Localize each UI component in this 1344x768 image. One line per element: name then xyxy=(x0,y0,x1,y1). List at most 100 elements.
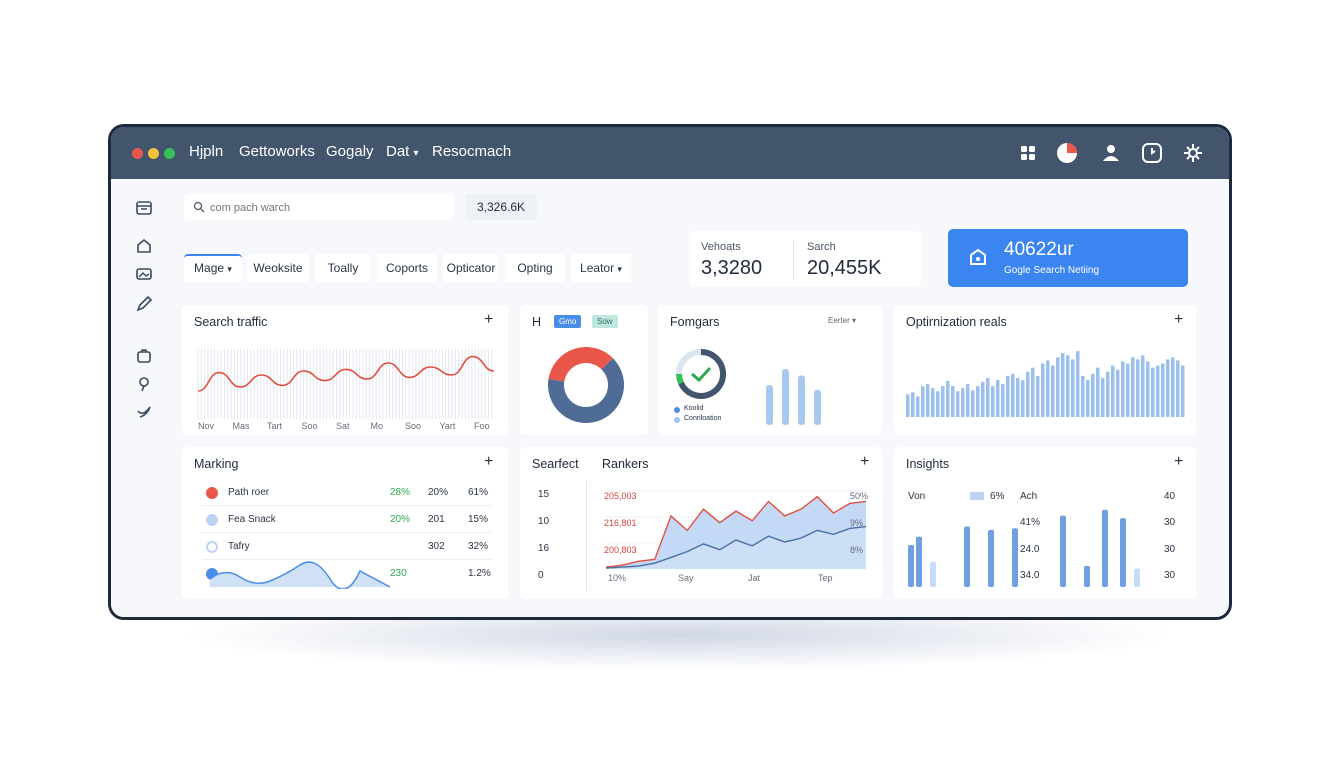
x-tick-label: Nov xyxy=(198,421,215,431)
tab-coports[interactable]: Coports xyxy=(377,254,437,282)
right-tick-label: 8% xyxy=(850,545,864,555)
image-icon[interactable] xyxy=(135,265,153,283)
highlight-value: 40622ur xyxy=(1004,239,1074,260)
optimization-bar xyxy=(1076,351,1080,417)
row-value-b: 201 xyxy=(428,514,445,525)
fomgars-bar xyxy=(798,375,805,425)
briefcase-icon[interactable] xyxy=(135,347,153,365)
insights-bar-chart xyxy=(908,509,1140,587)
tab-mage-label: Mage xyxy=(194,261,225,275)
donut-slice xyxy=(548,358,624,423)
searfect-rankers-card: Searfect Rankers + 15 10 16 0 10% Say Jat Tep 2… xyxy=(520,447,882,599)
optimization-bar xyxy=(996,379,1000,417)
optimization-bar xyxy=(951,386,955,417)
optimization-bar xyxy=(906,394,910,417)
highlight-card[interactable]: 40622ur Gogle Search Netiing xyxy=(948,229,1188,287)
add-icon[interactable]: + xyxy=(1174,311,1184,328)
searfect-value: 16 xyxy=(538,543,550,554)
tab-weoksite[interactable]: Weoksite xyxy=(247,254,309,282)
stat-value-vehoats: 3,3280 xyxy=(701,257,763,279)
minimize-window-dot[interactable] xyxy=(148,148,159,159)
close-window-dot[interactable] xyxy=(132,148,143,159)
x-tick-label: Soo xyxy=(405,421,422,431)
tab-leator[interactable]: Leator ▾ xyxy=(571,254,631,282)
optimization-bar xyxy=(1026,371,1030,417)
x-tick-label: Tep xyxy=(818,573,833,583)
chip-sow[interactable]: Sow xyxy=(592,315,618,328)
nav-dat[interactable]: Dat ▾ xyxy=(386,143,419,160)
row-value-c: 15% xyxy=(468,514,489,525)
apps-grid-icon[interactable] xyxy=(1016,141,1040,165)
column-divider xyxy=(586,481,587,591)
search-input[interactable] xyxy=(208,197,448,219)
card-title: Search traffic xyxy=(194,315,268,329)
card-title-searfect: Searfect xyxy=(532,457,579,471)
rankers-series-line xyxy=(606,495,866,568)
pie-chart-icon[interactable] xyxy=(1055,141,1079,165)
add-icon[interactable]: + xyxy=(484,311,494,328)
chip-gmo[interactable]: Gmo xyxy=(554,315,582,328)
row-status-dot xyxy=(206,514,218,526)
optimization-bar xyxy=(1066,355,1070,417)
stat-divider xyxy=(793,241,794,279)
insights-header-ach: Ach xyxy=(1020,491,1038,502)
search-traffic-line xyxy=(197,355,495,392)
tab-leator-label: Leator xyxy=(580,261,615,275)
nav-hjpln[interactable]: Hjpln xyxy=(189,143,224,160)
pen-icon[interactable] xyxy=(135,295,153,313)
bird-icon[interactable] xyxy=(135,403,153,421)
searfect-value: 0 xyxy=(538,570,544,581)
search-bar[interactable] xyxy=(184,194,454,220)
row-value-a: 230 xyxy=(390,568,407,579)
h-card: H Gmo Sow xyxy=(520,305,648,435)
insights-bar xyxy=(916,536,922,587)
optimization-bar xyxy=(1101,377,1105,417)
search-icon xyxy=(193,201,205,213)
check-ring-icon xyxy=(676,348,727,399)
optimization-bar xyxy=(911,392,915,417)
x-tick-label: Yart xyxy=(439,421,456,431)
x-tick-label: Tart xyxy=(267,421,283,431)
optimization-bar xyxy=(1181,365,1185,417)
home-icon[interactable] xyxy=(135,237,153,255)
calendar-icon[interactable] xyxy=(135,199,153,217)
add-icon[interactable]: + xyxy=(1174,453,1184,470)
nav-gettoworks[interactable]: Gettoworks xyxy=(239,143,315,160)
optimization-bar xyxy=(1091,373,1095,417)
add-icon[interactable]: + xyxy=(860,453,870,470)
rankers-area-chart xyxy=(606,490,866,569)
fomgars-bar-chart xyxy=(766,369,821,425)
tab-opting[interactable]: Opting xyxy=(505,254,565,282)
user-icon[interactable] xyxy=(1099,141,1123,165)
location-icon[interactable] xyxy=(135,375,153,393)
row-name: Fea Snack xyxy=(228,514,276,525)
tab-mage[interactable]: Mage ▾ xyxy=(184,254,242,282)
tab-toally[interactable]: Toally xyxy=(315,254,371,282)
add-icon[interactable]: + xyxy=(484,453,494,470)
tab-opticator[interactable]: Opticator xyxy=(443,254,499,282)
card-title: Insights xyxy=(906,457,950,471)
insights-cell: 34.0 xyxy=(1020,570,1040,581)
stat-label-sarch: Sarch xyxy=(807,241,836,253)
insights-bar xyxy=(930,561,936,587)
optimization-bar xyxy=(1041,363,1045,417)
y-tick-label: 205,003 xyxy=(604,491,637,501)
settings-icon[interactable] xyxy=(1181,141,1205,165)
x-tick-label: 10% xyxy=(608,573,627,583)
insights-bar xyxy=(1012,528,1018,587)
optimization-bar xyxy=(1131,357,1135,417)
maximize-window-dot[interactable] xyxy=(164,148,175,159)
insights-bar xyxy=(908,545,914,587)
nav-gogaly[interactable]: Gogaly xyxy=(326,143,374,160)
x-tick-label: Mo xyxy=(370,421,384,431)
legend-label: Conriloation xyxy=(684,415,722,422)
fomgars-dropdown[interactable]: Eerter ▾ xyxy=(828,316,856,325)
clock-icon[interactable] xyxy=(1140,141,1164,165)
card-title: Marking xyxy=(194,457,239,471)
x-tick-label: Foo xyxy=(474,421,490,431)
legend-dot xyxy=(674,407,680,413)
nav-resocmach[interactable]: Resocmach xyxy=(432,143,512,160)
optimization-bar xyxy=(956,391,960,417)
optimization-bar xyxy=(1126,363,1130,417)
row-divider xyxy=(202,505,492,506)
